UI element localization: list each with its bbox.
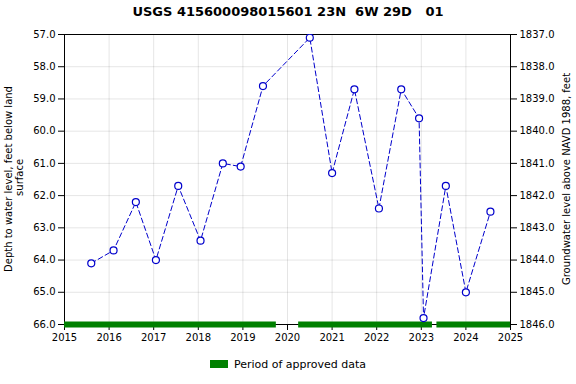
html-text:Period of approved data: Period of approved data bbox=[233, 357, 367, 371]
svg-text:1846.0: 1846.0 bbox=[520, 319, 555, 330]
svg-text:1844.0: 1844.0 bbox=[520, 254, 555, 265]
svg-text:1843.0: 1843.0 bbox=[520, 222, 555, 233]
svg-text:Groundwater level above NAVD 1: Groundwater level above NAVD 1988, feet bbox=[561, 73, 572, 285]
svg-text:62.0: 62.0 bbox=[33, 190, 55, 201]
svg-text:65.0: 65.0 bbox=[33, 286, 55, 297]
svg-text:2016: 2016 bbox=[96, 332, 121, 343]
svg-text:60.0: 60.0 bbox=[33, 125, 55, 136]
svg-text:1837.0: 1837.0 bbox=[520, 29, 555, 40]
svg-text:59.0: 59.0 bbox=[33, 93, 55, 104]
svg-text:64.0: 64.0 bbox=[33, 254, 55, 265]
svg-text:2018: 2018 bbox=[186, 332, 211, 343]
svg-text:2020: 2020 bbox=[275, 332, 300, 343]
svg-text:66.0: 66.0 bbox=[33, 319, 55, 330]
svg-text:2015: 2015 bbox=[52, 332, 77, 343]
svg-text:58.0: 58.0 bbox=[33, 61, 55, 72]
html-text:USGS 415600098015601 23N 6W 29: USGS 415600098015601 23N 6W 29D 01 bbox=[132, 4, 444, 19]
svg-text:61.0: 61.0 bbox=[33, 158, 55, 169]
svg-text:2019: 2019 bbox=[230, 332, 255, 343]
svg-text:2023: 2023 bbox=[409, 332, 434, 343]
svg-text:2024: 2024 bbox=[453, 332, 478, 343]
svg-text:2025: 2025 bbox=[498, 332, 523, 343]
svg-text:57.0: 57.0 bbox=[33, 29, 55, 40]
svg-text:1845.0: 1845.0 bbox=[520, 286, 555, 297]
svg-text:Depth to water level, feet bel: Depth to water level, feet below land su… bbox=[3, 86, 25, 272]
svg-text:1842.0: 1842.0 bbox=[520, 190, 555, 201]
svg-text:2021: 2021 bbox=[319, 332, 344, 343]
svg-text:2022: 2022 bbox=[364, 332, 389, 343]
svg-text:2017: 2017 bbox=[141, 332, 166, 343]
svg-text:1841.0: 1841.0 bbox=[520, 158, 555, 169]
svg-text:1839.0: 1839.0 bbox=[520, 93, 555, 104]
svg-text:63.0: 63.0 bbox=[33, 222, 55, 233]
svg-text:1838.0: 1838.0 bbox=[520, 61, 555, 72]
svg-text:1840.0: 1840.0 bbox=[520, 125, 555, 136]
